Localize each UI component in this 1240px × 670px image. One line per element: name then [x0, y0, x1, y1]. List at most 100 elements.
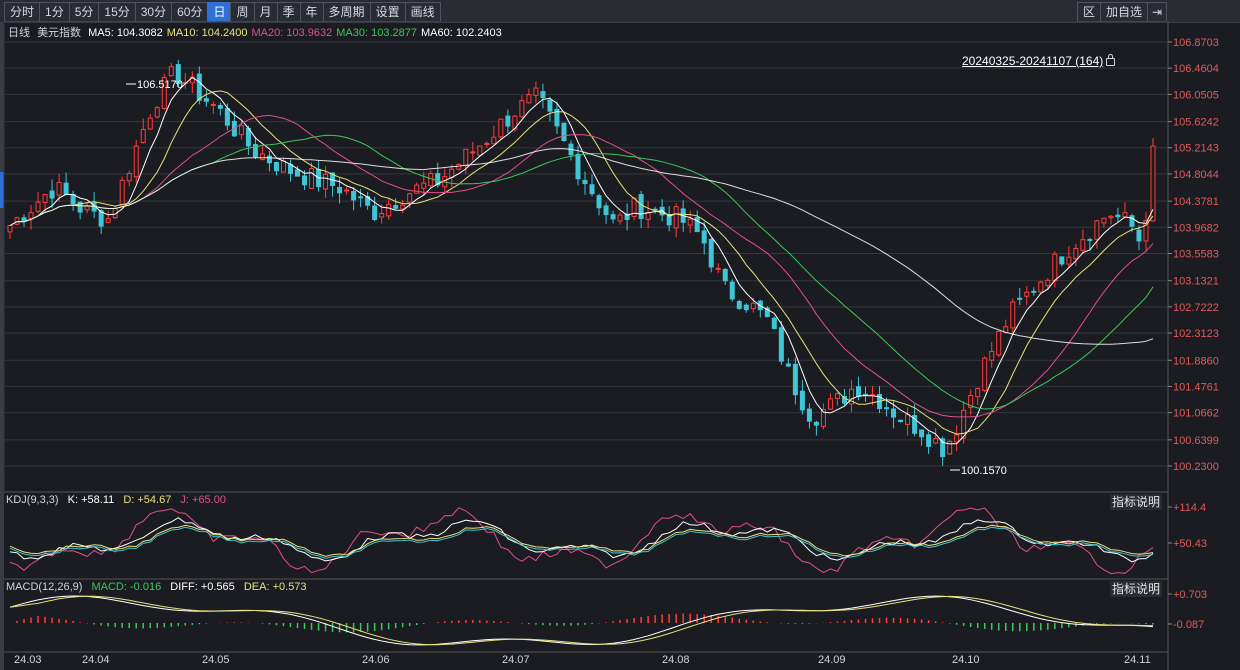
period-tab[interactable]: 季 — [276, 2, 301, 22]
candle-body — [694, 216, 700, 233]
candle-body — [519, 100, 525, 118]
candle-body — [400, 204, 406, 210]
candle-body — [421, 182, 427, 189]
lock-icon — [1106, 54, 1116, 66]
candle-body — [1073, 247, 1079, 260]
candle-body — [1045, 279, 1051, 287]
ma-value: MA10: 104.2400 — [166, 27, 248, 39]
macd-header: MACD(12,26,9) MACD: -0.016 DIFF: +0.565 … — [6, 581, 313, 593]
candle-body — [273, 161, 279, 172]
candle-body — [372, 205, 378, 221]
period-tab[interactable]: 画线 — [404, 2, 441, 22]
candle-body — [855, 386, 861, 397]
ma-line — [9, 90, 1154, 435]
price-tick-label: 105.2143 — [1173, 143, 1219, 155]
candle-body — [42, 194, 48, 203]
price-tick-label: 100.2300 — [1173, 461, 1219, 473]
price-tick-label: 105.6242 — [1173, 117, 1219, 129]
period-tab[interactable]: 多周期 — [322, 2, 371, 22]
ma-line — [9, 134, 1154, 410]
candle-body — [673, 206, 679, 229]
candle-body — [407, 193, 413, 203]
candle-body — [435, 173, 441, 186]
candle-body — [295, 169, 301, 177]
candle-body — [947, 440, 953, 455]
candle-body — [912, 415, 918, 434]
candle-body — [1143, 220, 1149, 242]
price-tick-label: 103.9682 — [1173, 222, 1219, 234]
date-range-label[interactable]: 20240325-20241107 (164) — [962, 54, 1116, 68]
macd-tick-label: +0.703 — [1173, 589, 1207, 601]
candle-body — [287, 164, 293, 174]
macd-explain-button[interactable]: 指标说明 — [1110, 581, 1162, 597]
ma-values: MA5: 104.3082 MA10: 104.2400 MA20: 103.963… — [88, 27, 506, 39]
candle-body — [1010, 301, 1016, 329]
candle-body — [63, 182, 69, 195]
candle-body — [1038, 281, 1044, 293]
sidebar-active-tab[interactable] — [0, 172, 4, 208]
candle-body — [379, 212, 385, 218]
macd-diff-line — [9, 595, 1154, 646]
candle-body — [715, 267, 721, 270]
candle-body — [168, 66, 174, 77]
candle-body — [1101, 217, 1107, 224]
kdj-explain-button[interactable]: 指标说明 — [1110, 494, 1162, 510]
price-tick-label: 101.4761 — [1173, 381, 1219, 393]
candle-body — [203, 98, 209, 102]
candle-body — [351, 190, 357, 201]
candle-body — [140, 128, 146, 144]
kdj-aux-line — [9, 526, 1154, 559]
period-tab[interactable]: 月 — [253, 2, 278, 22]
candle-body — [84, 205, 90, 211]
candle-body — [975, 387, 981, 398]
candle-body — [1108, 215, 1114, 219]
candle-body — [1024, 291, 1030, 297]
candle-body — [210, 103, 216, 106]
price-tick-label: 103.5583 — [1173, 248, 1219, 260]
candle-body — [982, 357, 988, 391]
date-tick: 24.10 — [952, 654, 980, 666]
period-tab[interactable]: 60分 — [171, 2, 209, 22]
period-tab[interactable]: 年 — [299, 2, 324, 22]
candle-body — [624, 213, 630, 221]
candle-body — [813, 421, 819, 426]
price-tick-label: 106.4604 — [1173, 63, 1219, 75]
candle-body — [154, 107, 160, 118]
ma-info-bar: 日线 美元指数 MA5: 104.3082 MA10: 104.2400 MA20:… — [8, 24, 510, 40]
candle-body — [540, 91, 546, 98]
candle-body — [505, 115, 511, 127]
price-tick-label: 100.6399 — [1173, 435, 1219, 447]
candle-body — [582, 179, 588, 185]
candle-body — [456, 163, 462, 170]
period-tab[interactable]: 1分 — [39, 2, 70, 22]
candle-body — [414, 184, 420, 194]
candle-body — [954, 434, 960, 443]
candle-body — [1052, 253, 1058, 282]
candle-body — [393, 205, 399, 209]
diff-value: DIFF: +0.565 — [170, 581, 235, 593]
candle-body — [126, 172, 132, 182]
candle-body — [28, 212, 34, 220]
candle-body — [891, 408, 897, 418]
candle-body — [309, 168, 315, 189]
candle-body — [1150, 145, 1156, 222]
candle-body — [799, 390, 805, 411]
candle-body — [238, 125, 244, 136]
left-sidebar — [0, 22, 4, 670]
kdj-tick-label: +50.43 — [1173, 538, 1207, 550]
candle-body — [98, 210, 104, 227]
macd-value: MACD: -0.016 — [91, 581, 162, 593]
symbol-name: 美元指数 — [37, 27, 82, 39]
kdj-tick-label: +114.4 — [1173, 502, 1206, 514]
candle-body — [729, 281, 735, 300]
candle-body — [596, 195, 602, 209]
date-tick: 24.07 — [502, 654, 530, 666]
kdj-d-line — [9, 524, 1154, 557]
range-button[interactable]: 区 — [1076, 2, 1101, 22]
candle-body — [252, 144, 258, 158]
candle-body — [750, 302, 756, 310]
kdj-j-line — [9, 507, 1154, 575]
candle-body — [841, 396, 847, 404]
ma-line — [9, 148, 1154, 345]
